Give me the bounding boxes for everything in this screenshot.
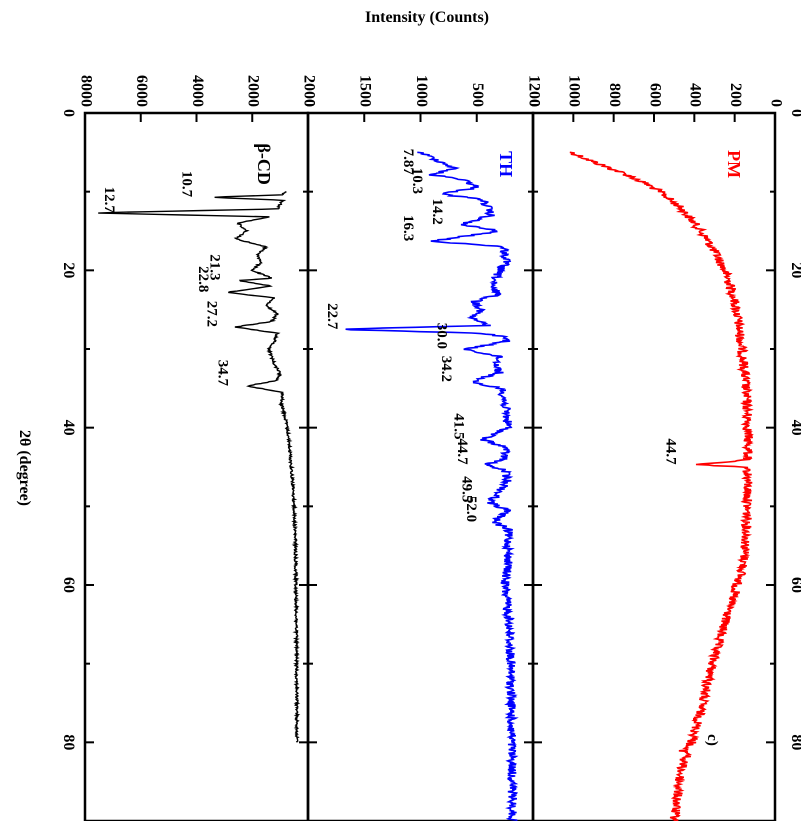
peak-label: 44.7	[454, 438, 470, 465]
peak-label: 22.8	[195, 266, 211, 292]
peak-label: 52.0	[463, 496, 479, 522]
x-tick-label-left: 40	[60, 420, 77, 436]
panel-frame-th	[306, 111, 535, 821]
peak-label: 14.2	[429, 198, 445, 224]
y-tick-label: 1200	[525, 75, 542, 107]
peak-label: 21.3	[206, 254, 222, 280]
peak-label: 44.7	[662, 438, 678, 465]
x-tick-label-left: 60	[60, 577, 77, 593]
x-tick-label-right: 40	[788, 420, 801, 436]
x-tick-label-right: 0	[788, 109, 801, 117]
y-tick-label: 600	[646, 83, 663, 107]
y-tick-label: 6000	[133, 75, 150, 107]
peak-label: 12.7	[101, 187, 117, 214]
y-axis-label: Intensity (Counts)	[365, 9, 489, 26]
x-tick-label-right: 80	[788, 734, 801, 750]
y-tick-label: 1500	[357, 75, 374, 107]
y-tick-label: 800	[606, 83, 623, 107]
series-line-th	[345, 151, 519, 821]
peak-label: 41.5	[450, 413, 466, 439]
peak-label: 34.7	[215, 360, 231, 387]
y-tick-label: 200	[727, 83, 744, 107]
series-name-beta-cd: β-CD	[254, 143, 274, 184]
y-tick-label: 500	[469, 83, 486, 107]
y-tick-label: 400	[687, 83, 704, 107]
peak-label: 27.2	[204, 301, 220, 327]
peak-label: 49.5	[458, 476, 474, 502]
x-axis-label: 2θ (degree)	[16, 430, 33, 506]
y-tick-label: 0	[767, 99, 784, 107]
panel-frame-beta-cd	[83, 111, 310, 821]
peak-label: 10.3	[409, 168, 425, 194]
panel-label: c)	[704, 734, 720, 746]
x-tick-label-right: 60	[788, 577, 801, 593]
x-tick-label-left: 80	[60, 734, 77, 750]
x-tick-label-left: 20	[60, 262, 77, 278]
x-tick-label-right: 20	[788, 262, 801, 278]
y-tick-label: 1000	[413, 75, 430, 107]
y-tick-label: 1000	[566, 75, 583, 107]
y-tick-label: 2000	[300, 75, 317, 107]
panel-frames: 0200400600800100012000500100015002000020…	[60, 75, 801, 821]
peak-label: 16.3	[400, 215, 416, 241]
y-tick-label: 8000	[77, 75, 94, 107]
peak-label: 10.7	[178, 171, 194, 198]
y-tick-label: 4000	[189, 75, 206, 107]
peak-label: 34.2	[438, 356, 454, 382]
series-line-beta-cd	[98, 191, 301, 743]
peak-label: 30.0	[434, 323, 450, 349]
series-line-pm	[569, 151, 754, 821]
y-tick-label: 0	[525, 99, 542, 107]
series-name-pm: PM	[724, 150, 744, 178]
peak-label: 22.7	[324, 303, 340, 330]
peak-label: 7.87	[400, 149, 416, 176]
x-tick-label-left: 0	[60, 109, 77, 117]
series-name-th: TH	[496, 151, 516, 177]
y-tick-label: 0	[300, 99, 317, 107]
y-tick-label: 2000	[245, 75, 262, 107]
